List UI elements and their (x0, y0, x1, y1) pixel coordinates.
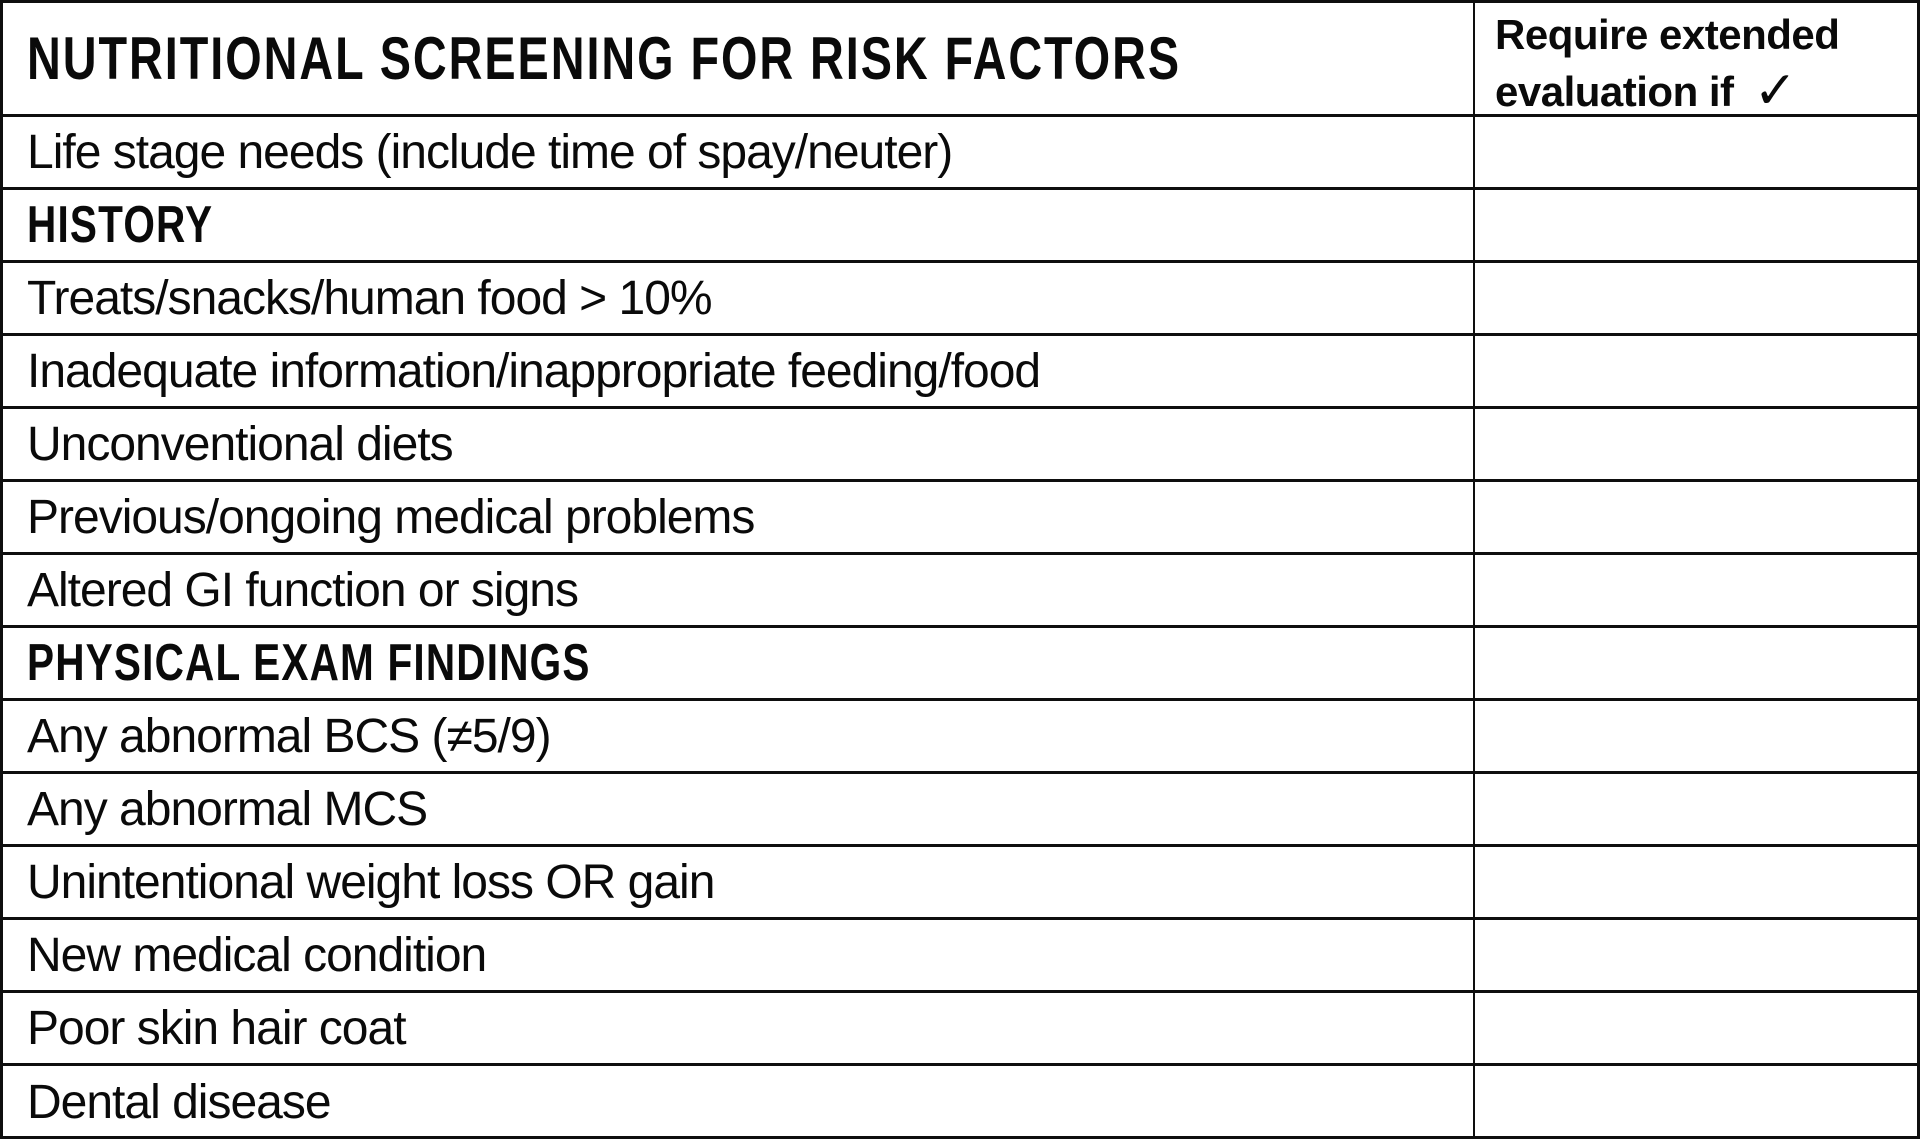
table-row: Dental disease (3, 1066, 1917, 1136)
table-row: Previous/ongoing medical problems (3, 482, 1917, 555)
section-label: HISTORY (27, 196, 214, 254)
table-row: Altered GI function or signs (3, 555, 1917, 628)
table-row: Poor skin hair coat (3, 993, 1917, 1066)
row-label: Dental disease (27, 1076, 332, 1129)
check-header-line1: Require extended (1495, 11, 1840, 58)
row-label: Altered GI function or signs (27, 563, 579, 617)
table-row: Any abnormal BCS (≠5/9) (3, 701, 1917, 774)
row-label-cell: PHYSICAL EXAM FINDINGS (3, 628, 1475, 698)
row-label-cell: Dental disease (3, 1066, 1475, 1136)
table-row: New medical condition (3, 920, 1917, 993)
row-label-cell: Inadequate information/inappropriate fee… (3, 336, 1475, 406)
row-label-cell: Altered GI function or signs (3, 555, 1475, 625)
check-cell (1475, 409, 1917, 479)
check-cell (1475, 117, 1917, 187)
row-label-cell: Life stage needs (include time of spay/n… (3, 117, 1475, 187)
row-label: Previous/ongoing medical problems (27, 490, 755, 544)
table-row: Any abnormal MCS (3, 774, 1917, 847)
row-label-cell: Any abnormal BCS (≠5/9) (3, 701, 1475, 771)
check-cell (1475, 628, 1917, 698)
title-cell: NUTRITIONAL SCREENING FOR RISK FACTORS (3, 3, 1475, 114)
section-row: PHYSICAL EXAM FINDINGS (3, 628, 1917, 701)
row-label-cell: Unintentional weight loss OR gain (3, 847, 1475, 917)
check-cell (1475, 920, 1917, 990)
row-label-cell: Poor skin hair coat (3, 993, 1475, 1063)
row-label-cell: Treats/snacks/human food > 10% (3, 263, 1475, 333)
check-cell (1475, 993, 1917, 1063)
page-title: NUTRITIONAL SCREENING FOR RISK FACTORS (27, 25, 1182, 92)
table-row: Inadequate information/inappropriate fee… (3, 336, 1917, 409)
table-row: Unintentional weight loss OR gain (3, 847, 1917, 920)
row-label-cell: Previous/ongoing medical problems (3, 482, 1475, 552)
check-cell (1475, 555, 1917, 625)
check-cell (1475, 336, 1917, 406)
check-cell (1475, 774, 1917, 844)
table-row: Unconventional diets (3, 409, 1917, 482)
row-label: Poor skin hair coat (27, 1001, 407, 1055)
row-label: Unintentional weight loss OR gain (27, 855, 715, 909)
row-label: Inadequate information/inappropriate fee… (27, 344, 1041, 398)
row-label-cell: Any abnormal MCS (3, 774, 1475, 844)
check-cell (1475, 1066, 1917, 1136)
check-cell (1475, 701, 1917, 771)
row-label-cell: New medical condition (3, 920, 1475, 990)
check-cell (1475, 190, 1917, 260)
checkmark-icon: ✓ (1753, 61, 1798, 121)
check-cell (1475, 263, 1917, 333)
table-row: Life stage needs (include time of spay/n… (3, 117, 1917, 190)
check-header-line2: evaluation if (1495, 68, 1734, 115)
check-cell (1475, 847, 1917, 917)
table-row: Treats/snacks/human food > 10% (3, 263, 1917, 336)
row-label: Life stage needs (include time of spay/n… (27, 125, 953, 179)
row-label: New medical condition (27, 928, 487, 982)
row-label-cell: Unconventional diets (3, 409, 1475, 479)
row-label: Any abnormal MCS (27, 782, 428, 836)
section-label: PHYSICAL EXAM FINDINGS (27, 634, 591, 692)
check-cell (1475, 482, 1917, 552)
check-column-header: Require extended evaluation if ✓ (1475, 3, 1917, 119)
row-label: Treats/snacks/human food > 10% (27, 271, 713, 325)
row-label-cell: HISTORY (3, 190, 1475, 260)
row-label: Any abnormal BCS (≠5/9) (27, 709, 552, 763)
table-header-row: NUTRITIONAL SCREENING FOR RISK FACTORS R… (3, 3, 1917, 119)
row-label: Unconventional diets (27, 417, 454, 471)
section-row: HISTORY (3, 190, 1917, 263)
